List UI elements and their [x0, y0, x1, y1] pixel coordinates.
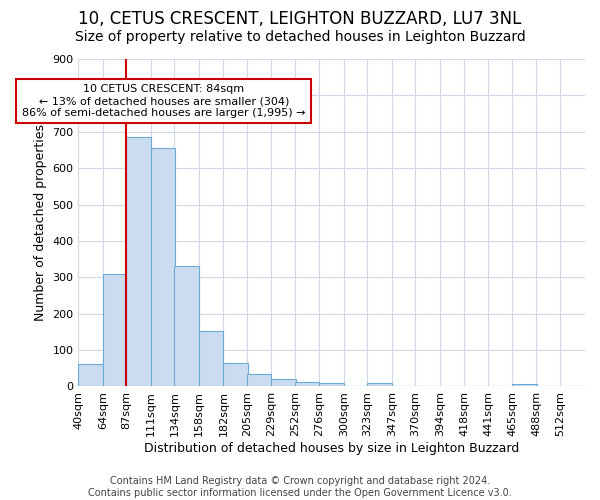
Bar — [175, 266, 199, 386]
Text: Contains HM Land Registry data © Crown copyright and database right 2024.
Contai: Contains HM Land Registry data © Crown c… — [88, 476, 512, 498]
Bar — [103, 274, 127, 386]
Bar — [512, 384, 537, 386]
Bar — [199, 331, 223, 386]
Bar — [223, 363, 248, 386]
Text: 10 CETUS CRESCENT: 84sqm
← 13% of detached houses are smaller (304)
86% of semi-: 10 CETUS CRESCENT: 84sqm ← 13% of detach… — [22, 84, 305, 117]
Text: Size of property relative to detached houses in Leighton Buzzard: Size of property relative to detached ho… — [74, 30, 526, 44]
Bar — [151, 148, 175, 386]
Text: 10, CETUS CRESCENT, LEIGHTON BUZZARD, LU7 3NL: 10, CETUS CRESCENT, LEIGHTON BUZZARD, LU… — [79, 10, 521, 28]
Y-axis label: Number of detached properties: Number of detached properties — [34, 124, 47, 321]
X-axis label: Distribution of detached houses by size in Leighton Buzzard: Distribution of detached houses by size … — [144, 442, 520, 455]
Bar — [247, 374, 271, 386]
Bar — [367, 383, 392, 386]
Bar — [295, 382, 319, 386]
Bar — [271, 379, 296, 386]
Bar — [79, 364, 103, 386]
Bar — [319, 383, 344, 386]
Bar — [127, 137, 151, 386]
